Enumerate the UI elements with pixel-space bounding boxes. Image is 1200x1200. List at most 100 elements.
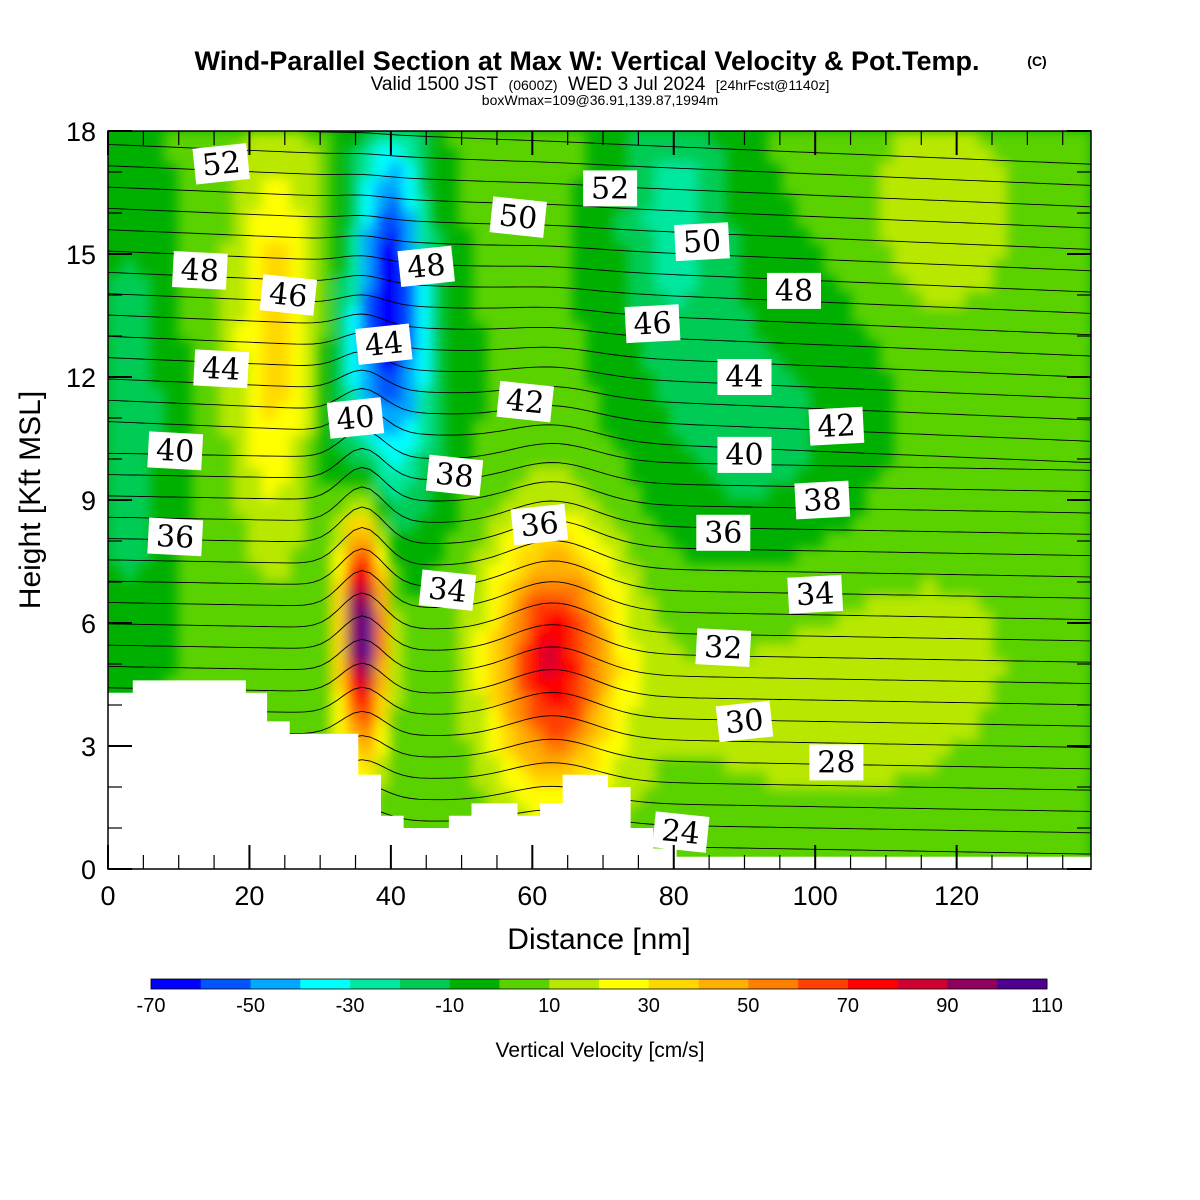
velocity-cell bbox=[472, 515, 488, 533]
velocity-cell bbox=[978, 675, 994, 694]
velocity-cell bbox=[346, 483, 362, 501]
velocity-cell bbox=[1048, 724, 1064, 742]
velocity-cell bbox=[514, 451, 530, 469]
velocity-cell bbox=[893, 515, 909, 533]
velocity-cell bbox=[304, 323, 320, 341]
velocity-cell bbox=[304, 435, 320, 453]
velocity-cell bbox=[865, 836, 881, 854]
velocity-cell bbox=[290, 387, 306, 405]
velocity-cell bbox=[1062, 499, 1078, 517]
velocity-cell bbox=[865, 595, 881, 613]
velocity-cell bbox=[135, 339, 151, 357]
velocity-cell bbox=[627, 579, 643, 597]
velocity-cell bbox=[247, 675, 263, 694]
velocity-cell bbox=[1048, 675, 1064, 694]
valid-time-jst: Valid 1500 JST bbox=[371, 74, 499, 95]
velocity-cell bbox=[500, 772, 516, 790]
colorbar-swatch bbox=[698, 979, 749, 989]
velocity-cell bbox=[1048, 467, 1064, 485]
velocity-cell bbox=[290, 146, 306, 164]
velocity-cell bbox=[907, 659, 923, 677]
velocity-cell bbox=[1076, 595, 1091, 613]
velocity-cell bbox=[950, 451, 966, 469]
velocity-cell bbox=[542, 627, 558, 645]
velocity-cell bbox=[907, 804, 923, 822]
velocity-cell bbox=[809, 836, 825, 854]
velocity-cell bbox=[528, 371, 544, 389]
velocity-cell bbox=[332, 547, 348, 565]
velocity-cell bbox=[1076, 226, 1091, 244]
velocity-cell bbox=[500, 339, 516, 357]
velocity-cell bbox=[1062, 242, 1078, 260]
velocity-cell bbox=[1006, 772, 1022, 790]
velocity-cell bbox=[978, 131, 994, 148]
theta-label-box bbox=[326, 397, 385, 439]
velocity-cell bbox=[950, 371, 966, 389]
velocity-cell bbox=[1034, 387, 1050, 405]
velocity-cell bbox=[613, 579, 629, 597]
velocity-cell bbox=[472, 772, 488, 790]
velocity-cell bbox=[290, 451, 306, 469]
velocity-cell bbox=[893, 435, 909, 453]
velocity-cell bbox=[781, 724, 797, 742]
velocity-cell bbox=[1034, 131, 1050, 148]
velocity-cell bbox=[528, 483, 544, 501]
velocity-cell bbox=[304, 258, 320, 276]
velocity-cell bbox=[584, 483, 600, 501]
velocity-cell bbox=[233, 419, 249, 437]
velocity-cell bbox=[191, 290, 207, 308]
velocity-cell bbox=[1006, 403, 1022, 421]
velocity-cell bbox=[739, 563, 755, 581]
velocity-cell bbox=[514, 274, 530, 292]
velocity-cell bbox=[809, 788, 825, 806]
velocity-cell bbox=[584, 595, 600, 613]
velocity-cell bbox=[360, 627, 376, 645]
velocity-cell bbox=[261, 515, 278, 533]
theta-line bbox=[286, 131, 1091, 165]
velocity-cell bbox=[430, 724, 446, 742]
velocity-cell bbox=[936, 820, 952, 838]
velocity-cell bbox=[739, 579, 755, 597]
velocity-cell bbox=[472, 531, 488, 549]
velocity-cell bbox=[276, 515, 292, 533]
velocity-cell bbox=[486, 178, 502, 196]
velocity-cell bbox=[332, 483, 348, 501]
velocity-cell bbox=[304, 355, 320, 373]
velocity-cell bbox=[514, 772, 530, 790]
velocity-cell bbox=[1034, 467, 1050, 485]
velocity-cell bbox=[711, 194, 727, 212]
velocity-cell bbox=[1048, 788, 1064, 806]
theta-label: 36 bbox=[696, 514, 751, 551]
velocity-cell bbox=[950, 403, 966, 421]
velocity-cell bbox=[500, 483, 516, 501]
valid-time-utc: (0600Z) bbox=[509, 77, 558, 93]
theta-label-box bbox=[171, 251, 228, 290]
theta-label: 34 bbox=[418, 569, 477, 611]
velocity-cell bbox=[500, 595, 516, 613]
velocity-cell bbox=[936, 643, 952, 661]
velocity-cell bbox=[907, 820, 923, 838]
velocity-cell bbox=[290, 419, 306, 437]
velocity-cell bbox=[416, 740, 432, 758]
velocity-cell bbox=[1062, 659, 1078, 677]
velocity-cell bbox=[542, 258, 558, 276]
velocity-cell bbox=[233, 467, 249, 485]
velocity-cell bbox=[332, 371, 348, 389]
velocity-cell bbox=[528, 692, 544, 710]
velocity-cell bbox=[360, 194, 376, 212]
velocity-cell bbox=[1048, 131, 1064, 148]
velocity-cell bbox=[1076, 483, 1091, 501]
velocity-cell bbox=[669, 659, 685, 677]
velocity-cell bbox=[711, 772, 727, 790]
velocity-cell bbox=[500, 162, 516, 180]
velocity-cell bbox=[879, 547, 895, 565]
velocity-cell bbox=[1006, 242, 1022, 260]
velocity-cell bbox=[444, 531, 460, 549]
theta-label-box bbox=[397, 245, 455, 288]
velocity-cell bbox=[921, 451, 938, 469]
velocity-cell bbox=[121, 258, 137, 276]
velocity-cell bbox=[121, 483, 137, 501]
velocity-cell bbox=[205, 499, 221, 517]
velocity-cell bbox=[669, 419, 685, 437]
velocity-cell bbox=[907, 724, 923, 742]
